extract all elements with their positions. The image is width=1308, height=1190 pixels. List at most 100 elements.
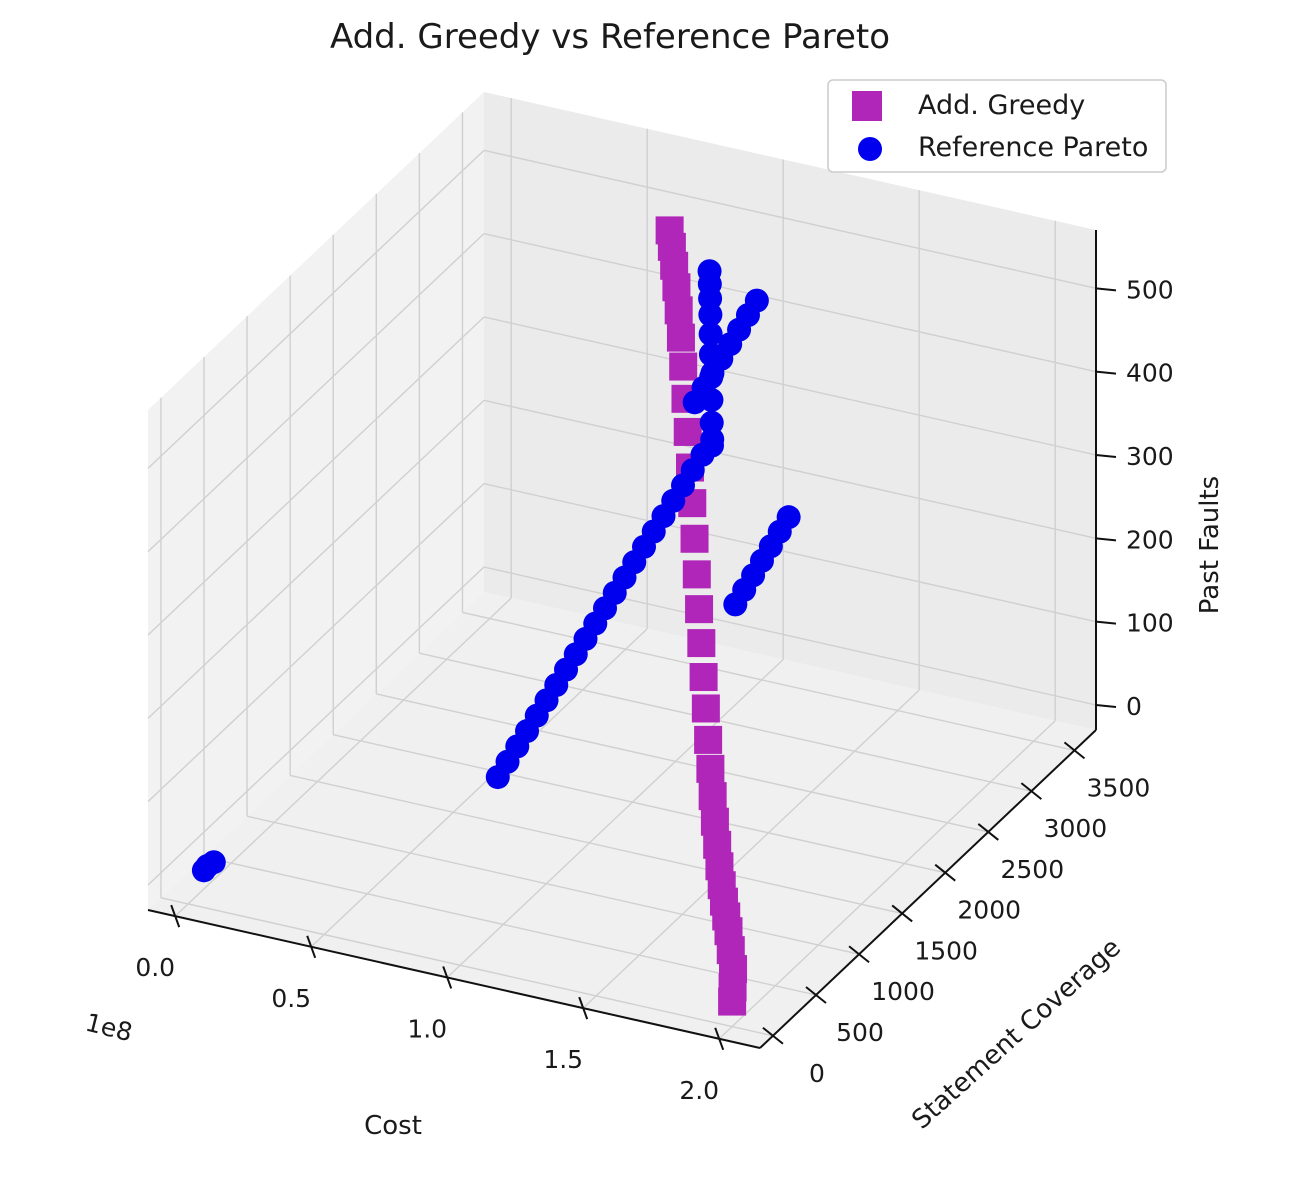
y-tick <box>1063 741 1086 760</box>
legend-marker-reference-pareto <box>858 137 882 161</box>
grid-line-z-left <box>147 149 485 469</box>
y-tick-label: 0 <box>809 1059 825 1088</box>
x-tick-label: 1.5 <box>543 1045 583 1074</box>
add-greedy-point <box>696 754 725 783</box>
grid-line-y-floor <box>246 815 860 955</box>
x-tick-label: 2.0 <box>679 1076 719 1105</box>
reference-pareto-point <box>699 365 724 390</box>
add-greedy-point <box>694 725 723 754</box>
z-tick-label: 100 <box>1126 609 1174 638</box>
y-tick-label: 2000 <box>957 896 1021 925</box>
grid-line-z-left <box>147 233 485 553</box>
add-greedy-point <box>689 663 718 692</box>
x-tick <box>714 1027 725 1051</box>
add-greedy-point <box>685 595 714 624</box>
add-greedy-point <box>691 694 720 723</box>
add-greedy-point <box>669 352 698 381</box>
grid-line-z-back <box>483 316 1097 456</box>
grid-line-z-left <box>147 483 485 803</box>
y-tick <box>762 1026 784 1045</box>
y-tick <box>891 904 913 923</box>
z-tick <box>1095 704 1117 708</box>
data-marks <box>191 216 801 1016</box>
reference-pareto-point <box>201 850 226 875</box>
reference-pareto-point <box>776 505 801 530</box>
grid-line-y-floor <box>376 693 989 833</box>
x-axis-offset-label: 1e8 <box>83 1008 136 1048</box>
y-tick-label: 2500 <box>1000 855 1064 884</box>
add-greedy-point <box>682 560 711 589</box>
z-tick-label: 200 <box>1126 525 1174 554</box>
grid-line-y-floor <box>160 897 774 1037</box>
z-tick-label: 300 <box>1126 442 1174 471</box>
grid-line-y-floor <box>333 734 946 874</box>
add-greedy-point <box>666 323 695 352</box>
y-tick <box>934 863 956 882</box>
x-tick <box>442 966 453 989</box>
x-tick-label: 0.0 <box>135 953 175 982</box>
add-greedy-point <box>655 216 684 245</box>
pane-floor <box>148 592 1096 1048</box>
y-tick <box>848 945 870 964</box>
reference-pareto-point <box>698 342 723 367</box>
legend-label-reference-pareto: Reference Pareto <box>918 132 1148 163</box>
x-tick <box>306 935 317 959</box>
reference-pareto-point <box>700 433 724 458</box>
y-tick-label: 3000 <box>1044 814 1108 843</box>
grid-line-y-floor <box>203 856 817 996</box>
y-tick-label: 1000 <box>871 977 935 1006</box>
grid-line-z-back <box>483 566 1097 706</box>
add-greedy-point <box>698 782 727 811</box>
legend-frame <box>827 79 1167 173</box>
grid-line-y-floor <box>462 611 1075 752</box>
grid-line-z-back <box>483 232 1097 373</box>
x-axis-label: Cost <box>364 1111 422 1141</box>
grid-line-y-floor <box>289 774 903 915</box>
chart-title: Add. Greedy vs Reference Pareto <box>330 17 890 57</box>
grid-line-z-back <box>483 482 1097 623</box>
x-tick-label: 1.0 <box>407 1014 447 1043</box>
reference-pareto-point <box>699 387 724 412</box>
z-tick <box>1095 537 1117 542</box>
legend-marker-add-greedy <box>852 91 882 121</box>
grid-line-z-back <box>483 399 1097 540</box>
x-tick-label: 0.5 <box>271 984 311 1013</box>
grid-lines <box>147 98 1097 1040</box>
z-tick-label: 0 <box>1126 692 1142 721</box>
reference-pareto-point <box>699 410 724 435</box>
tick-labels: 0.00.51.01.52.00500100015002000250030003… <box>135 275 1173 1104</box>
z-tick <box>1095 620 1117 625</box>
x-axis-line <box>147 909 761 1049</box>
reference-pareto-point <box>698 322 723 347</box>
legend: Add. Greedy Reference Pareto <box>827 79 1167 173</box>
add-greedy-point <box>700 807 729 836</box>
y-tick-label: 1500 <box>914 936 978 965</box>
z-tick <box>1095 287 1117 292</box>
tick-marks <box>170 287 1117 1051</box>
reference-pareto-point <box>697 259 722 284</box>
add-greedy-point <box>680 524 709 553</box>
pane-left <box>148 92 484 910</box>
y-tick <box>805 986 827 1004</box>
add-greedy-point <box>673 417 702 446</box>
grid-line-z-back <box>483 149 1097 290</box>
y-tick <box>977 823 999 841</box>
y-tick-label: 500 <box>836 1018 884 1047</box>
z-axis-label: Past Faults <box>1195 476 1225 614</box>
z-tick <box>1095 370 1117 375</box>
x-tick <box>578 996 589 1020</box>
grid-line-z-left <box>147 399 485 719</box>
grid-line-y-floor <box>419 652 1032 792</box>
legend-label-add-greedy: Add. Greedy <box>918 90 1085 121</box>
x-tick <box>170 904 181 928</box>
z-tick <box>1095 454 1117 458</box>
y-tick-label: 3500 <box>1087 773 1151 802</box>
z-tick-label: 400 <box>1126 359 1174 388</box>
y-tick <box>1020 782 1043 800</box>
add-greedy-point <box>687 629 716 658</box>
grid-line-z-left <box>147 316 485 636</box>
reference-pareto-point <box>744 288 769 313</box>
z-tick-label: 500 <box>1126 275 1174 304</box>
grid-line-z-left <box>147 566 485 886</box>
